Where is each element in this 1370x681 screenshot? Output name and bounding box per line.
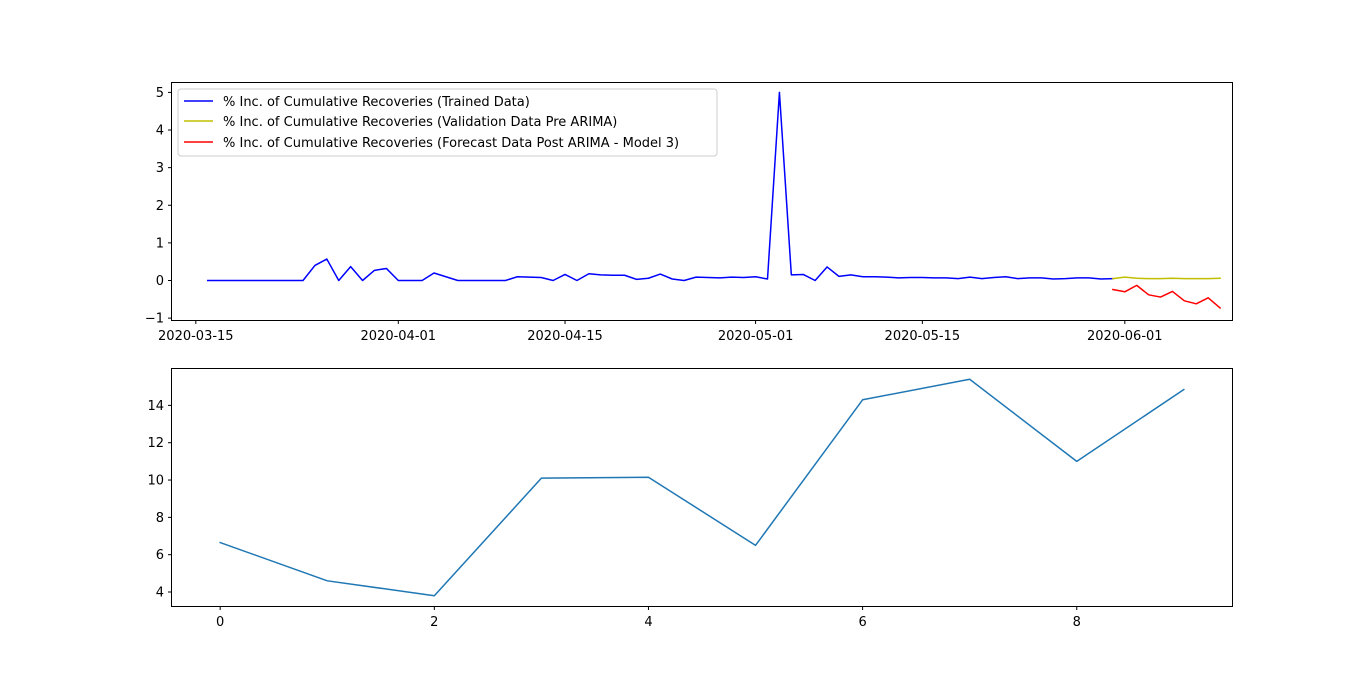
top-chart-x-tick-label: 2020-04-01 bbox=[361, 329, 437, 344]
top-chart-y-tick-label: 4 bbox=[156, 124, 164, 139]
legend-box bbox=[177, 88, 718, 157]
top-chart-y-tick-label: −1 bbox=[145, 312, 164, 327]
top-chart-x-tick-label: 2020-03-15 bbox=[158, 329, 234, 344]
top-chart-y-tick-label: 5 bbox=[156, 86, 164, 101]
bottom-chart-y-tick-label: 6 bbox=[156, 548, 164, 563]
top-chart-x-ticks: 2020-03-15 2020-04-01 2020-04-15 2020-05-01… bbox=[158, 320, 1163, 344]
legend-label-validation: % Inc. of Cumulative Recoveries (Validat… bbox=[223, 115, 617, 130]
series-inc-of-cumulative-recoveries-trained-data-line bbox=[206, 91, 1114, 282]
bottom-chart: 0 2 4 6 8 4 6 8 10 12 14 bbox=[147, 368, 1233, 630]
bottom-chart-y-tick-label: 8 bbox=[156, 511, 164, 526]
bottom-chart-y-tick-label: 14 bbox=[147, 399, 164, 414]
bottom-chart-y-tick-label: 10 bbox=[147, 474, 164, 489]
top-chart-x-tick-label: 2020-05-01 bbox=[718, 329, 794, 344]
legend-label-forecast: % Inc. of Cumulative Recoveries (Forecas… bbox=[223, 136, 679, 151]
bottom-chart-x-tick-label: 2 bbox=[430, 615, 438, 630]
series-inc-of-cumulative-recoveries-forecast-data-post-arima-model--line bbox=[1112, 284, 1222, 310]
series-inc-of-cumulative-recoveries-validation-data-pre-arima-line bbox=[1112, 276, 1221, 280]
top-chart-x-tick-label: 2020-04-15 bbox=[527, 329, 603, 344]
top-chart-x-tick-label: 2020-06-01 bbox=[1087, 329, 1163, 344]
bottom-chart-series-group bbox=[219, 378, 1185, 597]
bottom-chart-y-tick-label: 12 bbox=[147, 436, 164, 451]
top-chart-y-tick-label: 1 bbox=[156, 236, 164, 251]
top-chart-y-tick-label: 3 bbox=[156, 161, 164, 176]
legend-label-trained: % Inc. of Cumulative Recoveries (Trained… bbox=[223, 95, 530, 110]
bottom-chart-x-tick-label: 6 bbox=[858, 615, 866, 630]
top-chart-y-tick-label: 0 bbox=[156, 274, 164, 289]
bottom-chart-x-tick-label: 8 bbox=[1073, 615, 1081, 630]
bottom-chart-series-0-line bbox=[219, 378, 1185, 597]
top-chart-series-group bbox=[206, 91, 1222, 310]
bottom-chart-x-tick-label: 0 bbox=[216, 615, 224, 630]
top-chart-x-tick-label: 2020-05-15 bbox=[885, 329, 961, 344]
bottom-chart-y-tick-label: 4 bbox=[156, 586, 164, 601]
legend: % Inc. of Cumulative Recoveries (Trained… bbox=[177, 88, 718, 157]
bottom-chart-y-ticks: 4 6 8 10 12 14 bbox=[147, 399, 172, 601]
top-chart: 2020-03-15 2020-04-01 2020-04-15 2020-05-01… bbox=[145, 82, 1233, 344]
top-chart-y-tick-label: 2 bbox=[156, 199, 164, 214]
top-chart-frame bbox=[171, 82, 1233, 321]
bottom-chart-frame bbox=[171, 368, 1233, 607]
bottom-chart-x-tick-label: 4 bbox=[644, 615, 652, 630]
